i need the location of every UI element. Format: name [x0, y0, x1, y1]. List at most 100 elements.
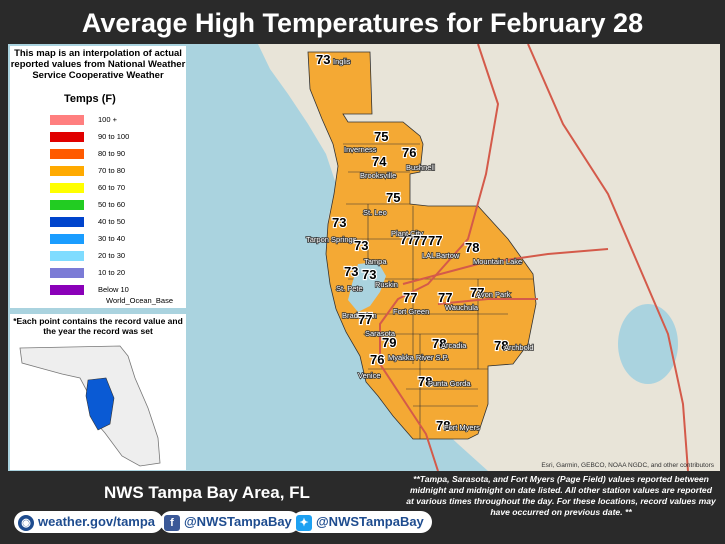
- legend-item: 80 to 90: [50, 148, 125, 160]
- station-value: 77: [400, 232, 414, 247]
- legend-swatch: [50, 200, 84, 211]
- station-value: 74: [372, 154, 387, 169]
- station-value: 77: [470, 285, 484, 300]
- disclaimer-text: **Tampa, Sarasota, and Fort Myers (Page …: [406, 474, 716, 517]
- legend-item: 90 to 100: [50, 131, 129, 143]
- station-value: 77: [403, 290, 417, 305]
- legend-swatch: [50, 234, 84, 245]
- station-value: 77: [413, 233, 427, 248]
- twitter-icon: ✦: [296, 514, 312, 531]
- station-name: Ruskin: [375, 280, 398, 289]
- station-name: Archbold: [504, 343, 534, 352]
- map-canvas: [258, 44, 720, 471]
- station-value: 76: [402, 145, 416, 160]
- station-value: 78: [432, 336, 446, 351]
- station-value: 77: [358, 312, 372, 327]
- legend-item: 70 to 80: [50, 165, 125, 177]
- legend-swatch: [50, 132, 84, 143]
- station-name: Venice: [358, 371, 381, 380]
- legend-label: 30 to 40: [98, 234, 126, 243]
- footer-bar: NWS Tampa Bay Area, FL ◉ weather.gov/tamp…: [8, 474, 720, 540]
- station-name: Plant City: [391, 229, 423, 238]
- station-name: LAL: [422, 251, 435, 260]
- legend-swatch: [50, 183, 84, 194]
- twitter-link[interactable]: ✦ @NWSTampaBay: [292, 511, 432, 533]
- cwa-inset-highlight: [85, 377, 115, 431]
- station-name: Inglis: [333, 57, 351, 66]
- station-value: 73: [354, 238, 368, 253]
- station-name: Sarasota: [365, 329, 396, 338]
- florida-inset-map: [10, 338, 186, 468]
- station-name: Fort Myers: [444, 423, 480, 432]
- office-name: NWS Tampa Bay Area, FL: [104, 483, 310, 502]
- station-value: 77: [428, 233, 442, 248]
- website-link[interactable]: ◉ weather.gov/tampa: [14, 511, 164, 533]
- station-value: 73: [316, 52, 330, 67]
- station-name: Punta Gorda: [428, 379, 471, 388]
- cwa-shaded-area: [307, 51, 537, 440]
- legend-item: 40 to 50: [50, 216, 125, 228]
- station-value: 73: [332, 215, 346, 230]
- station-name: St. Pete: [336, 284, 363, 293]
- legend-swatch: [50, 268, 84, 279]
- basemap-label: World_Ocean_Base: [106, 296, 173, 305]
- station-value: 78: [494, 338, 508, 353]
- station-value: 78: [436, 418, 450, 433]
- legend-label: 10 to 20: [98, 268, 126, 277]
- facebook-link[interactable]: f @NWSTampaBay: [160, 511, 300, 533]
- station-name: Inverness: [344, 145, 377, 154]
- legend-swatch: [50, 166, 84, 177]
- station-name: Myakka River S.P.: [388, 353, 449, 362]
- legend-label: 90 to 100: [98, 132, 130, 141]
- legend-swatch: [50, 285, 84, 296]
- legend-item: 60 to 70: [50, 182, 125, 194]
- station-value: 77: [358, 310, 372, 325]
- legend-item: Below 10: [50, 284, 129, 296]
- legend-item: 50 to 60: [50, 199, 125, 211]
- highways: [379, 44, 689, 471]
- station-value: 73: [362, 267, 376, 282]
- inset-panel: *Each point contains the record value an…: [10, 314, 186, 470]
- legend-swatch: [50, 217, 84, 228]
- station-value: 76: [370, 352, 384, 367]
- station-value: 78: [465, 240, 479, 255]
- tampa-bay-water: [348, 262, 386, 312]
- legend-label: 40 to 50: [98, 217, 126, 226]
- inset-note: *Each point contains the record value an…: [13, 316, 183, 336]
- station-name: Bartow: [436, 251, 460, 260]
- legend-item: 30 to 40: [50, 233, 125, 245]
- legend-swatch: [50, 149, 84, 160]
- legend-item: 20 to 30: [50, 250, 125, 262]
- legend-swatch: [50, 115, 84, 126]
- station-value: 77: [438, 290, 452, 305]
- station-name: Mountain Lake: [473, 257, 522, 266]
- station-name: Bradenton: [342, 311, 377, 320]
- legend-label: 100 +: [98, 115, 117, 124]
- station-value: 75: [386, 190, 400, 205]
- facebook-icon: f: [164, 514, 180, 531]
- station-value: 73: [344, 264, 358, 279]
- nws-logo-icon: ◉: [18, 514, 34, 531]
- station-name: Bushnell: [406, 163, 435, 172]
- legend-item: 100 +: [50, 114, 117, 126]
- station-value: 78: [418, 374, 432, 389]
- station-name: Tampa: [364, 257, 387, 266]
- legend-label: 60 to 70: [98, 183, 126, 192]
- legend-label: Below 10: [98, 285, 129, 294]
- legend-panel: This map is an interpolation of actual r…: [10, 46, 186, 308]
- station-name: Arcadia: [441, 341, 467, 350]
- legend-item: 10 to 20: [50, 267, 125, 279]
- station-name: Fort Green: [393, 307, 429, 316]
- station-name: Avon Park: [476, 290, 511, 299]
- station-name: Brooksville: [360, 171, 396, 180]
- map-attribution: Esri, Garmin, GEBCO, NOAA NGDC, and othe…: [541, 462, 714, 469]
- legend-label: 70 to 80: [98, 166, 126, 175]
- legend-swatch: [50, 251, 84, 262]
- legend-label: 50 to 60: [98, 200, 126, 209]
- legend-title: Temps (F): [64, 93, 116, 105]
- legend-label: 80 to 90: [98, 149, 126, 158]
- station-name: Tarpon Springs: [306, 235, 357, 244]
- legend-label: 20 to 30: [98, 251, 126, 260]
- station-layer: 73 Inglis75Inverness74Brooksville76Bushne…: [305, 51, 534, 434]
- legend-note: This map is an interpolation of actual r…: [10, 48, 186, 81]
